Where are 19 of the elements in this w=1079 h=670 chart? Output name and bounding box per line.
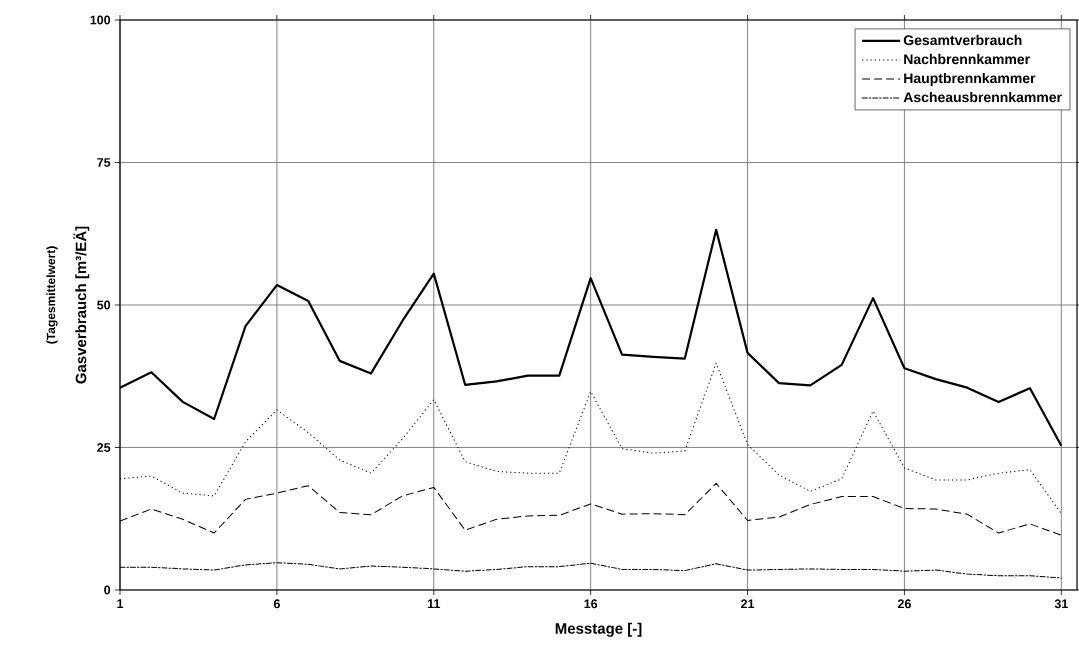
y-tick-label: 75 — [97, 158, 111, 167]
y-tick-label: 25 — [97, 443, 111, 452]
x-tick-label: 31 — [1054, 599, 1068, 609]
y-tick-label: 0 — [104, 585, 111, 595]
x-tick-label: 21 — [741, 599, 755, 609]
legend-label: Ascheausbrennkammer — [903, 91, 1062, 103]
x-tick-label: 26 — [897, 599, 911, 609]
x-tick-label: 6 — [273, 599, 280, 609]
y-tick-label: 100 — [90, 15, 111, 25]
x-tick-label: 16 — [584, 599, 598, 609]
text: (Tagesmittelwert) — [46, 246, 58, 344]
x-tick-label: 1 — [117, 599, 124, 608]
x-axis-title: Messtage [-] — [555, 622, 642, 637]
legend-label: Hauptbrennkammer — [904, 72, 1036, 86]
legend-label: Gesamtverbrauch — [903, 34, 1022, 46]
x-tick-label: 11 — [427, 599, 441, 608]
y-axis-title: Gasverbrauch [m³/EÄ] — [73, 226, 90, 384]
y-tick-label: 50 — [97, 300, 111, 310]
legend-label: Nachbrennkammer — [904, 53, 1030, 65]
